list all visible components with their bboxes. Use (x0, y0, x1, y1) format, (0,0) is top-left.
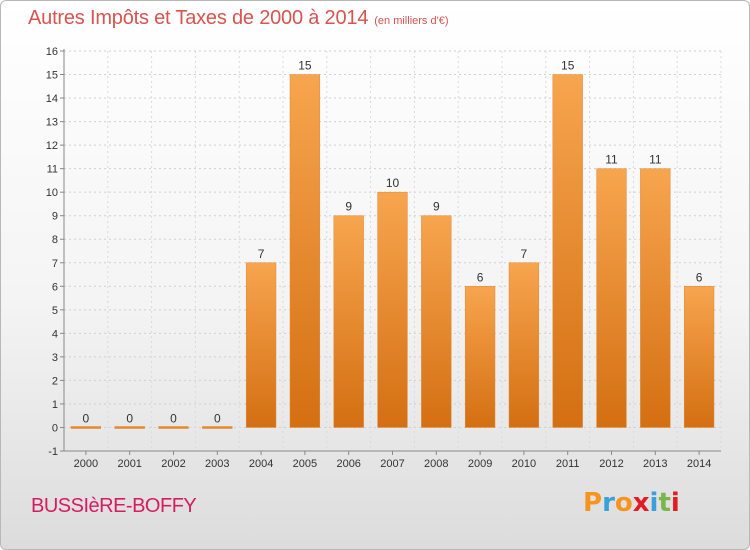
y-tick-label: 13 (46, 117, 58, 129)
bars (70, 74, 715, 429)
data-label: 0 (214, 411, 221, 425)
data-label: 0 (83, 411, 90, 425)
bar-2004 (245, 262, 277, 428)
y-tick-label: 4 (52, 328, 58, 340)
data-label: 11 (649, 153, 662, 167)
bar-2006 (333, 215, 364, 428)
data-label: 6 (477, 270, 484, 284)
x-tick-label: 2000 (74, 458, 98, 470)
x-tick-label: 2014 (687, 458, 711, 470)
x-tick-label: 2005 (293, 458, 317, 470)
logo-letter: x (632, 488, 650, 518)
y-tick-label: 7 (52, 258, 58, 270)
bar-2008 (421, 215, 452, 428)
commune-name: BUSSIèRE-BOFFY (31, 495, 197, 517)
bar-2007 (377, 191, 408, 428)
data-label: 15 (298, 59, 312, 73)
data-label: 7 (521, 247, 528, 261)
x-tick-label: 2012 (599, 458, 623, 470)
grid (63, 50, 722, 452)
logo-letter: r (602, 488, 615, 518)
y-tick-label: 10 (46, 187, 58, 199)
chart-title: Autres Impôts et Taxes de 2000 à 2014 (28, 7, 369, 29)
data-label: 11 (605, 153, 618, 167)
bar-2011 (552, 74, 583, 428)
logo-letter: o (614, 488, 633, 518)
data-label: 15 (561, 59, 575, 73)
y-tick-label: 8 (52, 234, 58, 246)
y-tick-label: 9 (52, 211, 58, 223)
bar-2012 (596, 168, 627, 428)
proxiti-logo: Proxiti (583, 488, 680, 518)
x-tick-label: 2010 (512, 458, 536, 470)
y-tick-label: 15 (46, 70, 58, 82)
x-tick-label: 2006 (336, 458, 360, 470)
data-label: 0 (170, 411, 177, 425)
bar-2002 (158, 426, 189, 429)
x-tick-label: 2009 (468, 458, 492, 470)
data-label: 7 (258, 247, 265, 261)
logo-letter: t (658, 488, 671, 518)
x-tick-label: 2002 (161, 458, 185, 470)
data-label: 9 (433, 200, 440, 214)
x-tick-label: 2003 (205, 458, 229, 470)
bar-2013 (640, 168, 671, 428)
y-tick-label: 0 (52, 422, 58, 434)
logo-letter: i (670, 488, 680, 518)
y-tick-label: 11 (47, 164, 58, 176)
chart-title-block: Autres Impôts et Taxes de 2000 à 2014 (en… (28, 7, 448, 30)
bar-2010 (508, 262, 540, 428)
bar-2001 (114, 426, 145, 429)
chart-unit: (en milliers d'€) (374, 15, 449, 27)
x-tick-label: 2008 (424, 458, 448, 470)
axes (60, 49, 721, 455)
y-tick-label: -1 (48, 446, 58, 458)
y-tick-label: 5 (52, 305, 58, 317)
y-tick-label: 1 (52, 399, 58, 411)
x-tick-label: 2001 (117, 458, 141, 470)
x-tick-label: 2011 (556, 458, 580, 470)
bar-2014 (683, 286, 715, 428)
x-tick-label: 2013 (643, 458, 667, 470)
y-tick-label: 3 (52, 352, 58, 364)
bar-2009 (464, 286, 496, 428)
data-label: 10 (386, 176, 400, 190)
data-label: 6 (696, 270, 703, 284)
logo-letter: P (583, 488, 603, 518)
y-tick-label: 12 (46, 140, 58, 152)
labels: -101234567891011121314151602000020010200… (46, 46, 712, 470)
logo-letter: i (649, 488, 659, 518)
x-tick-label: 2004 (249, 458, 273, 470)
x-tick-label: 2007 (380, 458, 404, 470)
bar-2000 (70, 426, 102, 429)
y-tick-label: 2 (52, 375, 58, 387)
bar-2003 (202, 426, 233, 429)
bar-2005 (289, 74, 321, 428)
y-tick-label: 14 (46, 93, 58, 105)
y-tick-label: 6 (52, 281, 58, 293)
data-label: 0 (126, 411, 133, 425)
y-tick-label: 16 (46, 46, 58, 58)
data-label: 9 (345, 200, 352, 214)
